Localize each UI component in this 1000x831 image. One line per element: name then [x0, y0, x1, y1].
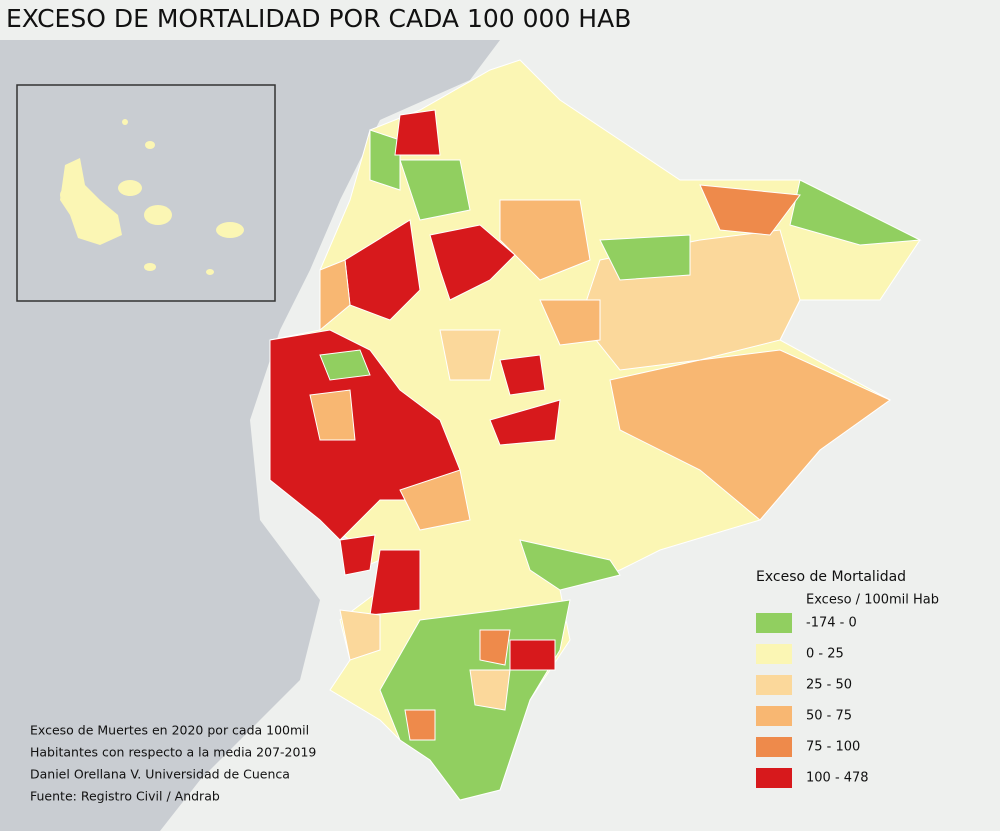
- legend-label: 75 - 100: [806, 740, 860, 755]
- legend-swatch: [756, 675, 792, 695]
- note-line: Daniel Orellana V. Universidad de Cuenca: [30, 767, 290, 782]
- legend: -174 - 0 0 - 25 25 - 50 50 - 75 75 - 100 100 …: [756, 613, 869, 788]
- legend-label: 0 - 25: [806, 647, 844, 662]
- galapagos-islands: [60, 119, 244, 275]
- legend-swatch: [756, 644, 792, 664]
- legend-label: 50 - 75: [806, 709, 852, 724]
- legend-label: 100 - 478: [806, 771, 869, 786]
- legend-label: 25 - 50: [806, 678, 852, 693]
- note-line: Habitantes con respecto a la media 207-2…: [30, 745, 316, 760]
- legend-subtitle: Exceso / 100mil Hab: [806, 593, 939, 608]
- legend-swatch: [756, 706, 792, 726]
- legend-title: Exceso de Mortalidad: [756, 569, 906, 585]
- ecuador-regions: [269, 59, 922, 801]
- legend-swatch: [756, 737, 792, 757]
- note-line: Fuente: Registro Civil / Andrab: [30, 789, 220, 804]
- legend-swatch: [756, 768, 792, 788]
- notes: Exceso de Muertes en 2020 por cada 100mi…: [30, 723, 316, 804]
- legend-swatch: [756, 613, 792, 633]
- legend-label: -174 - 0: [806, 616, 857, 631]
- note-line: Exceso de Muertes en 2020 por cada 100mi…: [30, 723, 309, 738]
- title: EXCESO DE MORTALIDAD POR CADA 100 000 HA…: [6, 4, 631, 33]
